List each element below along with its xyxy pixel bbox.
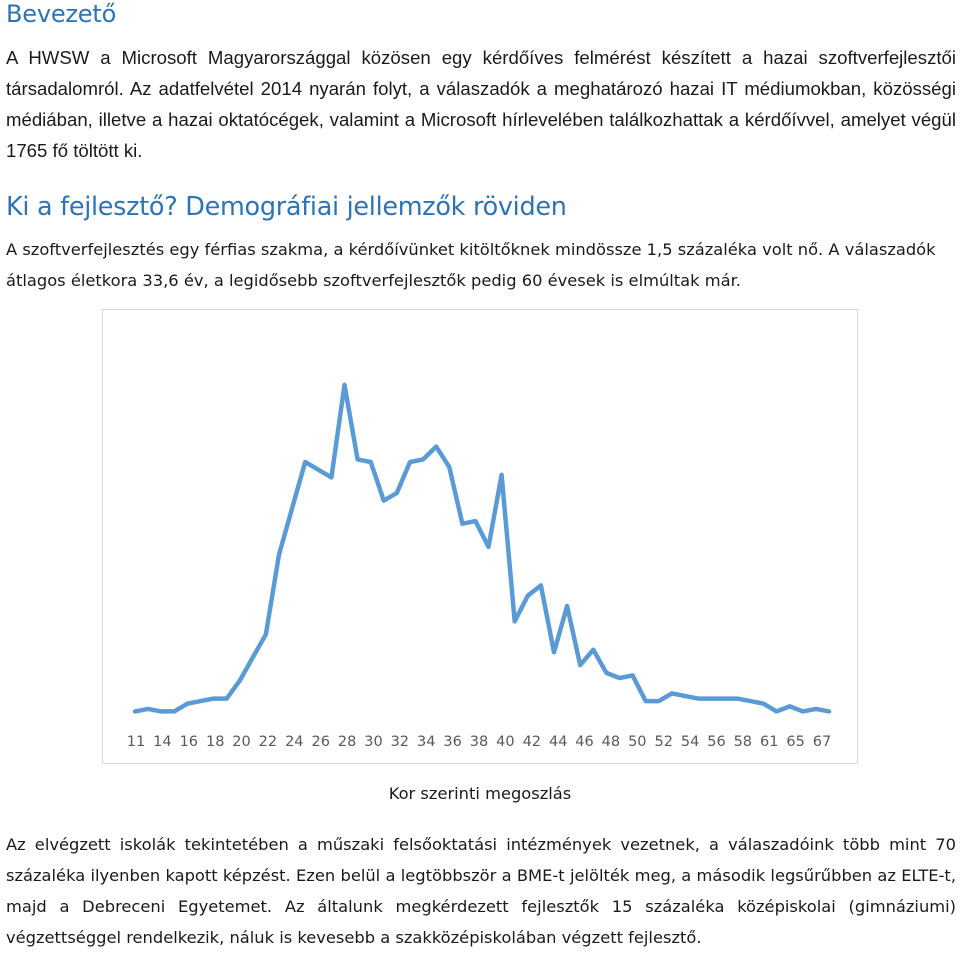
demographics-paragraph: A szoftverfejlesztés egy férfias szakma,… xyxy=(6,240,936,290)
x-tick-label: 28 xyxy=(338,734,356,750)
x-tick-label: 44 xyxy=(549,734,567,750)
x-tick-label: 42 xyxy=(523,734,541,750)
x-tick-label: 50 xyxy=(628,734,646,750)
x-tick-label: 65 xyxy=(786,734,804,750)
x-tick-label: 26 xyxy=(311,734,329,750)
x-tick-label: 67 xyxy=(813,734,831,750)
x-tick-label: 58 xyxy=(734,734,752,750)
x-tick-label: 34 xyxy=(417,734,435,750)
x-tick-label: 32 xyxy=(391,734,409,750)
section-title-intro: Bevezető xyxy=(6,0,117,28)
x-tick-label: 46 xyxy=(575,734,593,750)
x-tick-label: 11 xyxy=(127,734,145,750)
x-tick-label: 14 xyxy=(153,734,171,750)
chart-caption: Kor szerinti megoszlás xyxy=(388,784,572,803)
x-tick-label: 30 xyxy=(364,734,382,750)
x-tick-label: 38 xyxy=(470,734,488,750)
section-title-demographics: Ki a fejlesztő? Demográfiai jellemzők rö… xyxy=(6,192,567,222)
chart-svg: 11 14 16 18 20 22 24 26 28 30 32 34 36 38 40 42 44 46 48 50… xyxy=(127,382,832,750)
x-tick-label: 24 xyxy=(285,734,303,750)
x-tick-label: 56 xyxy=(707,734,725,750)
education-paragraph: Az elvégzett iskolák tekintetében a műsz… xyxy=(6,835,956,947)
intro-paragraph: A HWSW a Microsoft Magyarországgal közös… xyxy=(6,47,956,161)
x-tick-label: 54 xyxy=(681,734,699,750)
age-distribution-chart: 11 14 16 18 20 22 24 26 28 30 32 34 36 38 40 42 44 46 48 50… xyxy=(102,309,858,764)
x-tick-label: 48 xyxy=(602,734,620,750)
x-tick-label: 52 xyxy=(654,734,672,750)
x-tick-label: 36 xyxy=(443,734,461,750)
x-tick-label: 16 xyxy=(180,734,198,750)
x-tick-label: 18 xyxy=(206,734,224,750)
series-line xyxy=(132,382,832,714)
x-tick-label: 22 xyxy=(259,734,277,750)
x-tick-label: 20 xyxy=(232,734,250,750)
x-tick-label: 40 xyxy=(496,734,514,750)
x-tick-label: 61 xyxy=(760,734,778,750)
